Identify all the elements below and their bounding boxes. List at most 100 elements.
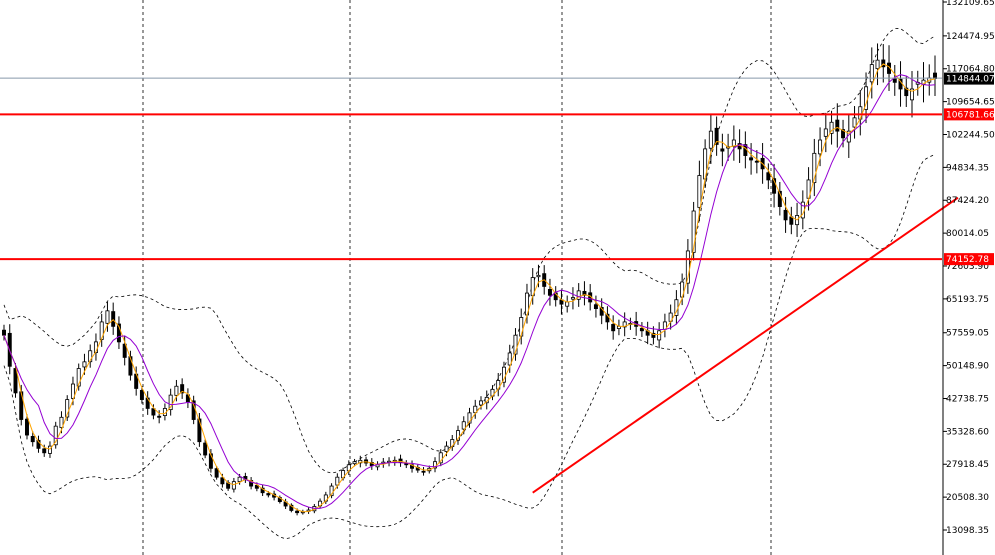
candlestick-series bbox=[2, 43, 937, 516]
candle bbox=[145, 391, 150, 415]
candle bbox=[507, 344, 512, 373]
candle bbox=[570, 287, 575, 310]
candle bbox=[76, 363, 81, 391]
candle bbox=[203, 439, 208, 459]
price-tick-label: 42738.75 bbox=[946, 394, 989, 404]
candle-body bbox=[30, 435, 35, 443]
candle-body bbox=[547, 289, 552, 296]
candle bbox=[622, 312, 627, 337]
candle bbox=[731, 125, 736, 161]
candle-body bbox=[168, 394, 173, 411]
candle bbox=[766, 163, 771, 190]
candle-body bbox=[369, 462, 374, 467]
candle bbox=[410, 460, 415, 473]
candle-body bbox=[852, 117, 857, 128]
price-tick-label: 50148.90 bbox=[946, 362, 989, 372]
candle-body bbox=[892, 78, 897, 83]
candle-body bbox=[42, 448, 47, 454]
candle-body bbox=[231, 481, 236, 490]
candle bbox=[116, 316, 121, 350]
candle bbox=[139, 386, 144, 404]
candle-body bbox=[59, 416, 64, 428]
candle bbox=[657, 322, 662, 349]
price-tick-label: 13098.35 bbox=[946, 526, 989, 536]
candle-body bbox=[766, 172, 771, 181]
candle bbox=[174, 379, 179, 402]
candle bbox=[180, 378, 185, 399]
candle bbox=[398, 454, 403, 467]
candle-body bbox=[421, 470, 426, 473]
candle-body bbox=[691, 210, 696, 253]
candle-body bbox=[639, 327, 644, 332]
price-tick-label: 94834.35 bbox=[946, 163, 989, 173]
candle bbox=[720, 133, 725, 167]
candle-body bbox=[25, 418, 29, 436]
candle-body bbox=[473, 405, 478, 414]
candle-body bbox=[254, 485, 259, 489]
candle-body bbox=[582, 290, 587, 296]
candle bbox=[513, 328, 518, 361]
candle-body bbox=[335, 476, 340, 486]
candle bbox=[231, 477, 236, 493]
candle bbox=[777, 182, 782, 216]
candle bbox=[260, 484, 265, 497]
candle-body bbox=[720, 148, 725, 152]
candle bbox=[547, 278, 552, 306]
current-price-tag-label: 114844.07 bbox=[946, 75, 995, 85]
trendline bbox=[532, 196, 959, 494]
candle bbox=[496, 373, 501, 397]
candle bbox=[329, 483, 334, 499]
candle bbox=[490, 385, 495, 401]
candle-body bbox=[697, 175, 702, 208]
candle bbox=[111, 302, 116, 335]
candle bbox=[910, 71, 914, 118]
candle bbox=[197, 412, 202, 447]
bollinger-lower-band bbox=[3, 153, 936, 540]
candle-body bbox=[157, 415, 162, 418]
candle-body bbox=[220, 477, 225, 485]
candle bbox=[415, 464, 420, 473]
candle-body bbox=[456, 430, 460, 441]
candle-body bbox=[651, 332, 656, 338]
candle-body bbox=[295, 510, 300, 514]
candle-body bbox=[289, 504, 294, 511]
candle bbox=[433, 457, 437, 473]
candle-body bbox=[875, 59, 880, 70]
candle bbox=[674, 290, 679, 325]
candle-body bbox=[151, 408, 156, 416]
level-price-tag-1-label: 106781.66 bbox=[946, 110, 995, 120]
candle-body bbox=[438, 452, 443, 464]
candle bbox=[754, 150, 759, 174]
candle bbox=[387, 457, 392, 467]
candle-body bbox=[622, 321, 627, 328]
candle-body bbox=[237, 476, 242, 482]
candle-body bbox=[657, 330, 662, 341]
candle bbox=[352, 458, 357, 467]
candle bbox=[783, 196, 788, 233]
candle-body bbox=[777, 190, 782, 207]
candle-body bbox=[180, 384, 185, 394]
price-tick-label: 124474.95 bbox=[946, 32, 995, 42]
candle-body bbox=[754, 160, 759, 163]
bollinger-bands bbox=[3, 28, 936, 540]
candle-body bbox=[467, 412, 472, 424]
candle bbox=[421, 467, 426, 476]
candle-body bbox=[214, 468, 219, 478]
candle bbox=[892, 64, 897, 96]
candle bbox=[502, 361, 506, 388]
candle bbox=[864, 72, 869, 124]
candle bbox=[823, 112, 828, 153]
candle-body bbox=[70, 383, 75, 399]
candle-body bbox=[65, 399, 70, 418]
candle bbox=[438, 449, 443, 467]
horizontal-levels bbox=[0, 77, 959, 494]
price-axis: 13098.35 20508.30 27918.45 35328.60 42738.75… bbox=[942, 0, 995, 555]
candle bbox=[789, 206, 794, 235]
candle-body bbox=[479, 400, 483, 406]
candle bbox=[933, 55, 937, 96]
candle bbox=[714, 116, 719, 156]
candle bbox=[42, 444, 47, 457]
bollinger-upper-band bbox=[3, 28, 936, 474]
candle bbox=[191, 395, 196, 425]
candle bbox=[369, 458, 374, 470]
